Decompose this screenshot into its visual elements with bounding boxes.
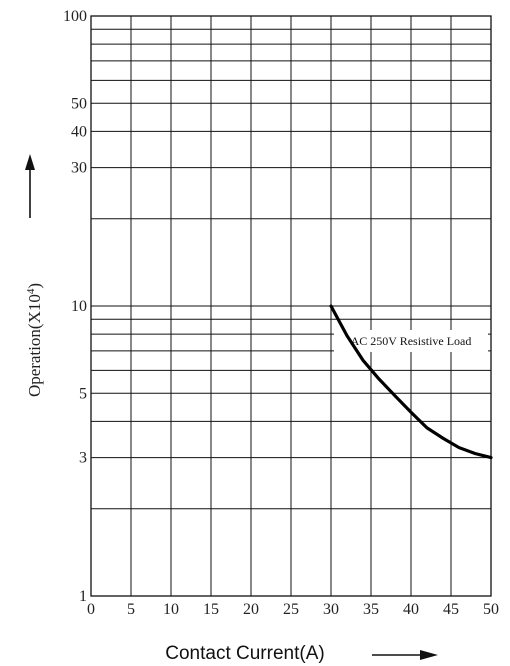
x-tick-labels: 0 5 10 15 20 25 30 35 40 45 50 xyxy=(87,601,499,618)
series-line xyxy=(329,304,493,460)
y-tick-labels: 1 3 5 10 30 40 50 100 xyxy=(63,8,87,605)
y-tick-label: 100 xyxy=(63,8,87,25)
x-axis-arrow xyxy=(372,650,438,660)
x-tick-label: 30 xyxy=(323,601,339,618)
x-tick-label: 5 xyxy=(127,601,135,618)
y-axis-label: Operation(X104) xyxy=(25,283,44,397)
x-tick-label: 10 xyxy=(163,601,179,618)
x-tick-label: 15 xyxy=(203,601,219,618)
x-tick-label: 50 xyxy=(483,601,499,618)
x-axis-label: Contact Current(A) xyxy=(165,643,324,664)
x-tick-label: 35 xyxy=(363,601,379,618)
x-tick-label: 45 xyxy=(443,601,459,618)
y-axis-label-exponent: 4 xyxy=(25,288,37,294)
y-axis-arrow xyxy=(25,154,35,218)
plot-frame xyxy=(90,15,492,597)
x-tick-label: 0 xyxy=(87,601,95,618)
annotation-background xyxy=(334,330,488,352)
y-tick-label: 10 xyxy=(71,298,87,315)
y-tick-label: 30 xyxy=(71,160,87,177)
x-tick-label: 25 xyxy=(283,601,299,618)
annotation-label: AC 250V Resistive Load xyxy=(351,334,472,348)
y-tick-label: 5 xyxy=(79,385,87,402)
x-tick-label: 40 xyxy=(403,601,419,618)
y-tick-label: 1 xyxy=(79,588,87,605)
x-tick-label: 20 xyxy=(243,601,259,618)
y-tick-label: 3 xyxy=(79,450,87,467)
y-tick-label: 50 xyxy=(71,95,87,112)
y-axis-label-main: Operation(X10 xyxy=(25,294,44,397)
y-axis-label-close: ) xyxy=(25,283,44,289)
grid xyxy=(90,15,492,597)
y-tick-label: 40 xyxy=(71,123,87,140)
